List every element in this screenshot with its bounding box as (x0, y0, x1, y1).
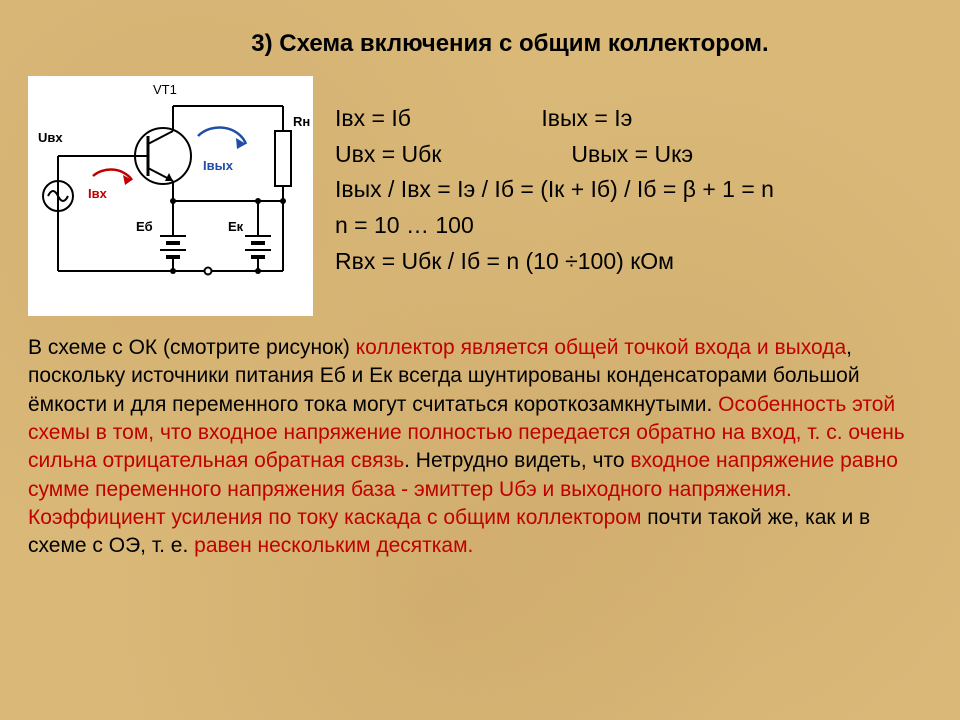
label-eb: Еб (136, 219, 153, 234)
eq-line1: Iвх = Iб Iвых = Iэ (335, 101, 774, 137)
equations-block: Iвх = Iб Iвых = Iэ Uвх = Uбк Uвых = Uкэ … (335, 76, 774, 279)
label-uvx: Uвх (38, 130, 63, 145)
label-ek: Ек (228, 219, 244, 234)
desc-p1-black: В схеме с ОК (смотрите рисунок) (28, 336, 356, 359)
label-ivyx: Iвых (203, 158, 234, 173)
eq-line5: Rвх = Uбк / Iб = n (10 ÷100) кОм (335, 244, 774, 280)
label-rn: Rн (293, 114, 310, 129)
eq-line2: Uвх = Uбк Uвых = Uкэ (335, 137, 774, 173)
eq-uvyx: Uвых = Uкэ (571, 141, 693, 167)
eq-ivx: Iвх = Iб (335, 101, 535, 137)
circuit-schematic: VT1 Uвх Rн Еб Ек Iвх Iвых (28, 76, 313, 316)
eq-line3: Iвых / Iвх = Iэ / Iб = (Iк + Iб) / Iб = … (335, 172, 774, 208)
eq-ivyx: Iвых = Iэ (541, 105, 632, 131)
eq-uvx: Uвх = Uбк (335, 137, 565, 173)
desc-p1-red: коллектор является общей точкой входа и … (356, 336, 846, 359)
description-paragraph: В схеме с ОК (смотрите рисунок) коллекто… (28, 334, 932, 561)
slide-title: 3) Схема включения с общим коллектором. (88, 30, 932, 58)
desc-p5-red: равен нескольким десяткам. (194, 534, 473, 557)
label-ivx: Iвх (88, 186, 108, 201)
slide-container: 3) Схема включения с общим коллектором. (0, 0, 960, 581)
top-row: VT1 Uвх Rн Еб Ек Iвх Iвых Iвх = Iб Iвых … (28, 76, 932, 316)
desc-p3-black: . Нетрудно видеть, что (404, 449, 630, 472)
label-vt1: VT1 (153, 82, 177, 97)
eq-line4: n = 10 … 100 (335, 208, 774, 244)
